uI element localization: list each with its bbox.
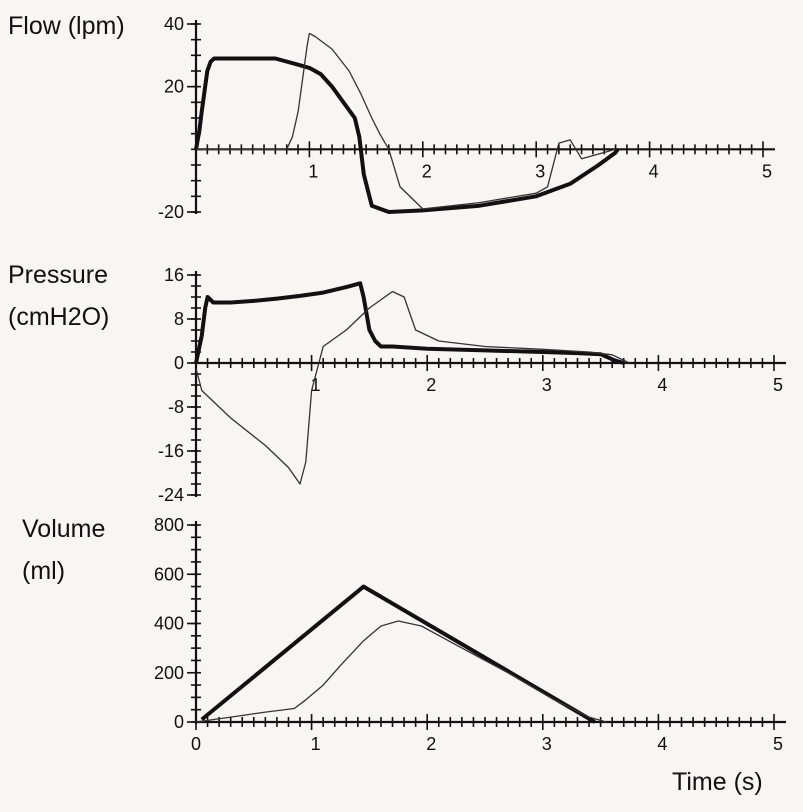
y-tick-label: 16 — [164, 265, 184, 285]
y-tick-label: 0 — [174, 353, 184, 373]
y-axis-label: (ml) — [22, 557, 65, 585]
chart-panel-1: Flow (lpm) 40 20 -20 1 2 3 4 5 — [8, 12, 775, 222]
x-tick-label: 5 — [773, 375, 783, 395]
x-tick-label: 4 — [657, 375, 667, 395]
x-tick-label: 2 — [426, 375, 436, 395]
y-tick-label: 200 — [154, 663, 184, 683]
x-tick-label: 1 — [311, 734, 321, 754]
chart-panel-2: Pressure (cmH2O) 16 8 0 -8 -16 -24 1 2 3 4 5 — [8, 261, 786, 505]
y-tick-label: -16 — [158, 441, 184, 461]
y-tick-label: 600 — [154, 564, 184, 584]
x-tick-label: 4 — [649, 161, 659, 181]
x-tick-label: 2 — [426, 734, 436, 754]
x-tick-label: 5 — [773, 734, 783, 754]
y-tick-label: 0 — [174, 712, 184, 732]
series-line-thin — [195, 620, 607, 723]
x-tick-label: 1 — [311, 375, 321, 395]
x-axis-label: Time (s) — [672, 768, 763, 796]
series-line-thick — [194, 281, 625, 365]
series-line-thin — [195, 290, 630, 485]
x-tick-label: 3 — [542, 375, 552, 395]
y-tick-label: -20 — [158, 202, 184, 222]
y-tick-label: -8 — [168, 397, 184, 417]
x-tick-label: 3 — [542, 734, 552, 754]
x-tick-label: 1 — [308, 161, 318, 181]
y-tick-label: 400 — [154, 614, 184, 634]
y-tick-label: 20 — [164, 77, 184, 97]
chart-panel-3: Volume (ml) 800 600 400 200 00 1 2 3 4 5 — [22, 515, 786, 754]
x-tick-label: 4 — [657, 734, 667, 754]
y-tick-label: 40 — [164, 14, 184, 34]
y-tick-label: 800 — [154, 515, 184, 535]
x-tick-label: 5 — [762, 161, 772, 181]
series-line-thick — [194, 56, 620, 214]
series-line-thin — [196, 32, 616, 210]
y-tick-label: 8 — [174, 309, 184, 329]
x-tick-label: 2 — [422, 161, 432, 181]
x-tick-label: 3 — [535, 161, 545, 181]
y-axis-label: Flow (lpm) — [8, 12, 125, 40]
y-tick-label: -24 — [158, 485, 184, 505]
y-axis-label: Pressure — [8, 261, 108, 289]
y-axis-label: Volume — [22, 515, 105, 543]
y-axis-label: (cmH2O) — [8, 303, 109, 331]
x-tick-label: 0 — [191, 734, 201, 754]
series-line-thick — [200, 584, 596, 724]
